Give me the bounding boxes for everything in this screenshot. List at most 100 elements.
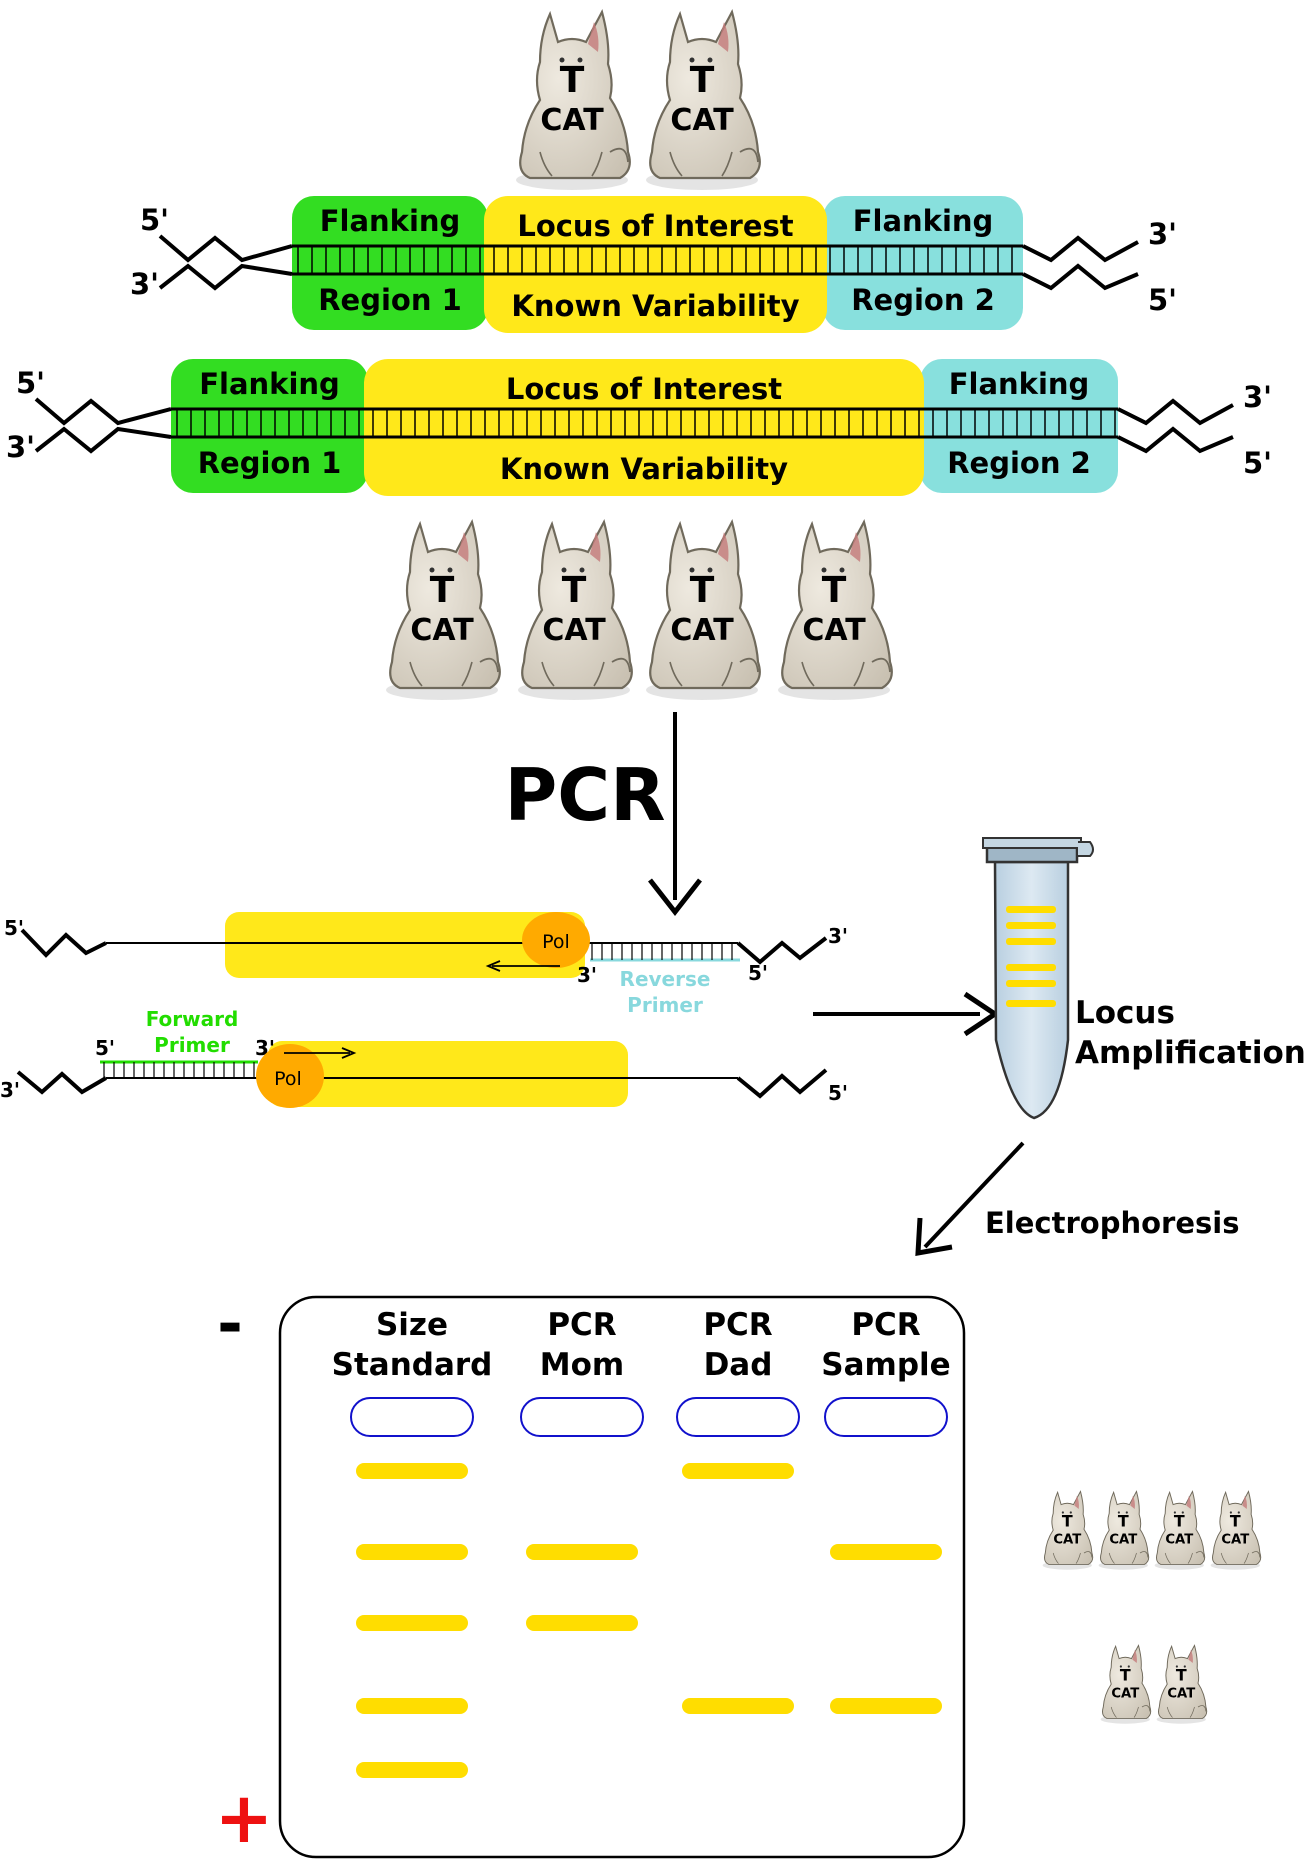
gel-band <box>830 1698 942 1714</box>
cat-label-t: T <box>560 60 585 101</box>
locus-label: Locus of Interest <box>517 209 793 243</box>
lane-label-1: PCR <box>851 1307 920 1343</box>
tube-band <box>1006 964 1056 971</box>
top-tail-right <box>1022 235 1139 263</box>
cat-label-cat: CAT <box>1109 1532 1137 1547</box>
template-top-tail-right <box>736 936 828 965</box>
gel-well <box>676 1397 800 1437</box>
gel-band <box>682 1698 794 1714</box>
gel: - + Size Standard PCR Mom PCR Dad PCR Sample <box>215 1287 966 1859</box>
lane-label-2: Sample <box>821 1347 950 1383</box>
top-3prime: 3' <box>828 924 848 948</box>
cat-label-t: T <box>1230 1512 1241 1531</box>
lane-label-1: PCR <box>547 1307 616 1343</box>
microtube-icon: Locus Amplification <box>982 837 1306 1120</box>
reverse-3prime: 3' <box>577 963 597 987</box>
gel-well <box>520 1397 644 1437</box>
flanking-2-label: Flanking <box>949 367 1090 401</box>
region-2-label: Region 2 <box>851 283 995 317</box>
end-5prime-right: 5' <box>1243 446 1272 480</box>
lane-label-2: Mom <box>540 1347 624 1383</box>
allele-short: 5' 3' 3' 5' Flanking Region 1 Locus of Interes… <box>130 196 1177 333</box>
allele-long: 5' 3' 3' 5' Flanking Region 1 Locus of Interes… <box>6 359 1272 496</box>
gel-band <box>356 1615 468 1631</box>
tube-band <box>1006 938 1056 945</box>
tube-band <box>1006 906 1056 913</box>
forward-primer-label-1: Forward <box>146 1007 239 1031</box>
template-top-tail-left <box>20 928 107 958</box>
locus-label: Locus of Interest <box>506 372 782 406</box>
pol-label-top: Pol <box>542 931 570 953</box>
gel-lane: Size Standard <box>332 1307 493 1778</box>
amplicon-bottom <box>268 1041 628 1107</box>
lane-label-1: Size <box>376 1307 448 1343</box>
gel-band <box>356 1463 468 1479</box>
reverse-primer-label-1: Reverse <box>620 967 711 991</box>
cat-label-cat: CAT <box>1221 1532 1249 1547</box>
gel-lane: PCR Mom <box>520 1307 644 1631</box>
forward-primer-label-2: Primer <box>154 1033 230 1057</box>
gel-well <box>824 1397 948 1437</box>
lane-label-1: PCR <box>703 1307 772 1343</box>
electrophoresis-arrow <box>923 1141 1025 1249</box>
lane-label-2: Dad <box>704 1347 773 1383</box>
cat-label-t: T <box>1174 1512 1185 1531</box>
flanking-region-1-box <box>171 359 368 493</box>
bottom-tail-right <box>1117 426 1234 454</box>
flanking-region-1-box <box>292 196 488 330</box>
extension-arrow-bottom-head <box>341 1047 357 1059</box>
end-3prime-left: 3' <box>130 267 159 301</box>
cat-body <box>384 520 501 702</box>
tube-label-1: Locus <box>1075 995 1175 1031</box>
cat-label-cat: CAT <box>410 613 474 648</box>
electrophoresis-label: Electrophoresis <box>985 1206 1239 1240</box>
pcr-arrow-head <box>648 878 702 917</box>
template-bottom-tail-right <box>736 1068 828 1099</box>
end-3prime-right: 3' <box>1243 380 1272 414</box>
polymerase-blob <box>256 1044 324 1108</box>
cat-body <box>644 520 761 702</box>
electrophoresis-arrow-head <box>915 1217 953 1257</box>
cat-label-cat: CAT <box>1111 1686 1139 1701</box>
lane-label-2: Standard <box>332 1347 493 1383</box>
pol-label-bottom: Pol <box>274 1068 302 1090</box>
gel-lane: PCR Sample <box>821 1307 951 1714</box>
region-1-label: Region 1 <box>318 283 462 317</box>
gel-well <box>350 1397 474 1437</box>
flanking-1-label: Flanking <box>199 367 340 401</box>
cat-label-t: T <box>822 570 847 611</box>
top-tail-left <box>158 234 293 263</box>
forward-5prime: 5' <box>95 1036 115 1060</box>
cat-label-cat: CAT <box>802 613 866 648</box>
region-1-label: Region 1 <box>198 446 342 480</box>
tube-band <box>1006 980 1056 987</box>
gel-band <box>830 1544 942 1560</box>
cat-body <box>644 10 761 192</box>
cat-label-cat: CAT <box>670 613 734 648</box>
cat-label-t: T <box>562 570 587 611</box>
cat-label-cat: CAT <box>1053 1532 1081 1547</box>
cat-label-t: T <box>1118 1512 1129 1531</box>
cat-label-t: T <box>690 60 715 101</box>
gel-band <box>526 1615 638 1631</box>
polymerase-blob <box>522 912 590 968</box>
gel-band <box>356 1698 468 1714</box>
gel-lane: PCR Dad <box>676 1307 800 1714</box>
flanking-1-label: Flanking <box>320 204 461 238</box>
bottom-tail-right <box>1022 263 1139 291</box>
cat-label-t: T <box>430 570 455 611</box>
end-3prime-right: 3' <box>1148 217 1177 251</box>
variability-label: Known Variability <box>511 289 799 323</box>
bottom-3prime: 3' <box>0 1078 20 1102</box>
bottom-tail-left <box>158 263 293 291</box>
gel-band <box>356 1544 468 1560</box>
